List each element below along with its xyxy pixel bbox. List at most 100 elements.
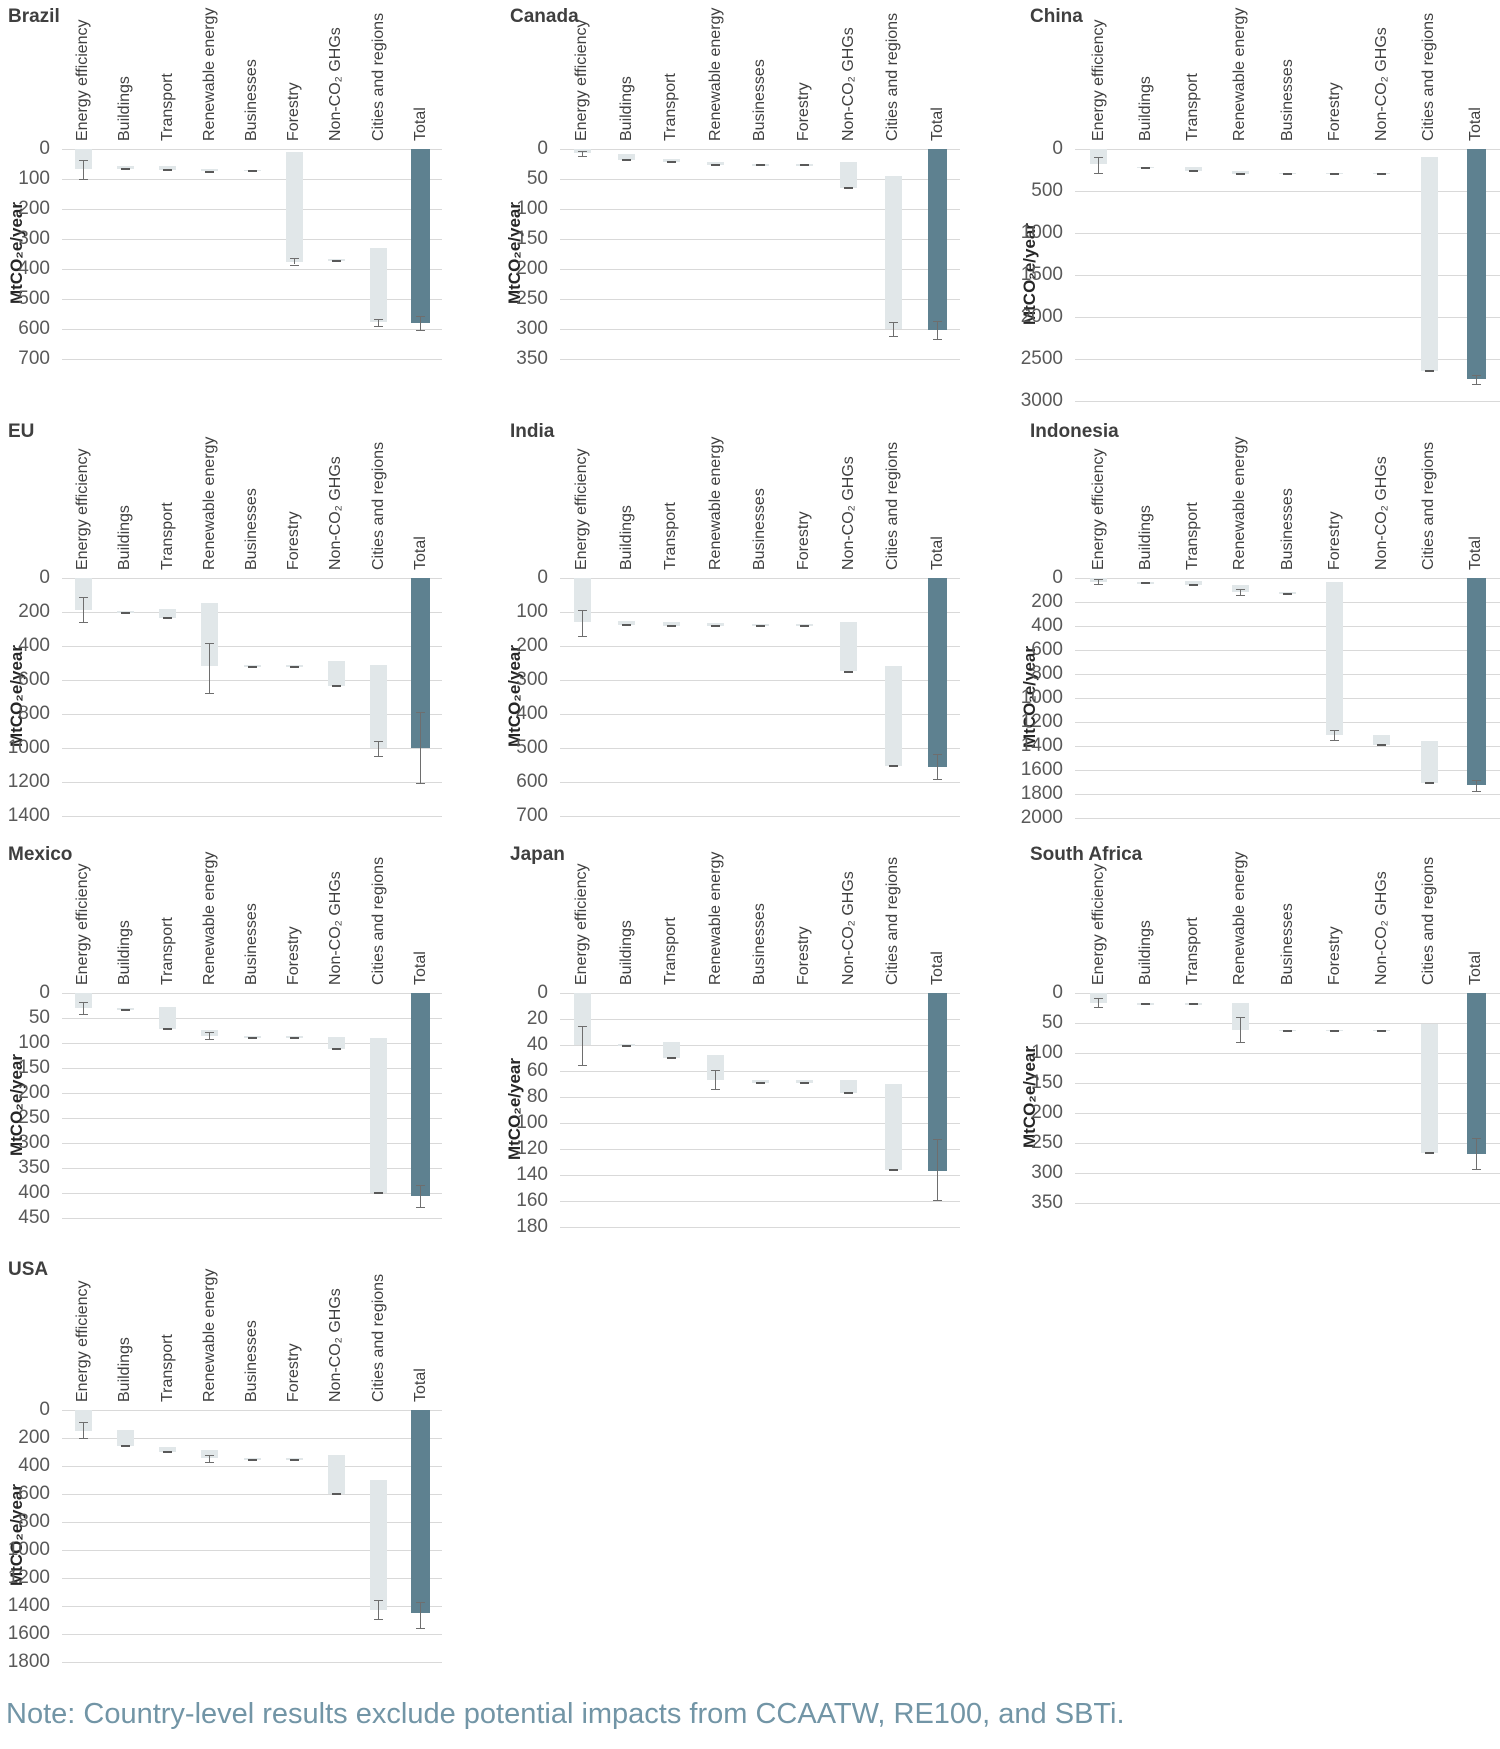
range-marker — [799, 1081, 809, 1084]
gridline — [62, 1522, 442, 1523]
category-label: Buildings — [617, 505, 635, 570]
range-marker — [622, 1045, 632, 1048]
bar-transport — [159, 166, 177, 170]
plot-area — [1075, 149, 1500, 403]
gridline — [1075, 722, 1500, 723]
category-label: Cities and regions — [884, 856, 902, 985]
y-tick-label: 800 — [18, 1511, 50, 1532]
y-tick-label: 400 — [18, 1182, 50, 1203]
category-label: Transport — [1184, 502, 1202, 570]
category-label: Cities and regions — [1420, 856, 1438, 985]
chart-title: EU — [8, 421, 35, 442]
bar-total — [928, 578, 948, 767]
y-tick-label: 100 — [18, 1032, 50, 1053]
category-label: Energy efficiency — [1089, 863, 1107, 985]
range-marker — [289, 1037, 299, 1039]
error-bar-cap — [1471, 1137, 1481, 1139]
range-marker — [247, 170, 257, 173]
y-axis-label: MtCO₂e/year — [505, 644, 524, 748]
gridline — [62, 179, 442, 180]
y-tick-label: 0 — [39, 567, 50, 588]
range-marker — [120, 1009, 130, 1011]
chart-mexico: Mexico MtCO₂e/year 0 50 100 150 200 250 300 350 40… — [0, 843, 450, 1248]
category-label: Renewable energy — [200, 7, 218, 141]
bar-businesses — [243, 665, 261, 668]
category-label: Total — [1467, 107, 1485, 141]
bar-renewable-energy — [201, 1450, 219, 1459]
plot-area — [62, 1410, 442, 1664]
category-label: Non-CO₂ GHGs — [327, 27, 345, 141]
gridline — [62, 1193, 442, 1194]
range-marker — [755, 164, 765, 167]
bar-total — [928, 993, 948, 1172]
category-label: Buildings — [116, 1337, 134, 1402]
y-tick-label: 1400 — [7, 1595, 50, 1616]
error-bar — [1098, 579, 1100, 584]
range-marker — [205, 170, 215, 173]
bar-cities-and-regions — [370, 664, 388, 748]
category-label: Transport — [158, 73, 176, 141]
error-bar-cap — [933, 1199, 943, 1201]
range-marker — [120, 1445, 130, 1448]
gridline — [560, 179, 960, 180]
category-label: Transport — [1184, 73, 1202, 141]
gridline — [62, 1168, 442, 1169]
y-tick-label: 1000 — [1020, 222, 1063, 243]
bar-forestry — [795, 623, 813, 627]
error-bar — [937, 1138, 939, 1200]
y-tick-label: 0 — [537, 138, 548, 159]
bar-cities-and-regions — [884, 1084, 902, 1170]
range-marker — [331, 1493, 341, 1495]
gridline — [62, 612, 442, 613]
range-marker — [844, 187, 854, 189]
gridline — [1075, 1053, 1500, 1054]
bar-buildings — [618, 153, 636, 160]
plot-area — [1075, 993, 1500, 1205]
y-tick-label: 2500 — [1020, 348, 1063, 369]
range-marker — [163, 1450, 173, 1453]
y-tick-label: 100 — [18, 168, 50, 189]
gridline — [62, 1093, 442, 1094]
range-marker — [1141, 582, 1151, 585]
error-bar — [209, 642, 211, 693]
y-tick-label: 0 — [537, 982, 548, 1003]
category-label: Renewable energy — [200, 1268, 218, 1402]
chart-indonesia: Indonesia MtCO₂e/year 0 200 400 600 800 1000 120… — [920, 420, 1500, 848]
category-label: Non-CO₂ GHGs — [327, 1288, 345, 1402]
error-bar-cap — [1094, 579, 1104, 581]
gridline — [62, 748, 442, 749]
range-marker — [1188, 584, 1198, 587]
gridline — [1075, 674, 1500, 675]
category-label: Renewable energy — [706, 7, 724, 141]
gridline — [62, 646, 442, 647]
range-marker — [1235, 173, 1245, 176]
gridline — [1075, 1083, 1500, 1084]
gridline — [560, 209, 960, 210]
error-bar — [1239, 588, 1241, 595]
chart-title: USA — [8, 1259, 49, 1280]
category-label: Cities and regions — [369, 12, 387, 141]
plot-area — [62, 578, 442, 818]
bar-non-co-ghgs — [327, 1454, 345, 1494]
y-tick-label: 2000 — [1020, 807, 1063, 828]
error-bar-cap — [416, 1207, 426, 1208]
gridline — [1075, 602, 1500, 603]
category-label: Non-CO₂ GHGs — [839, 456, 857, 570]
plot-area — [560, 149, 960, 361]
bar-total — [411, 1410, 431, 1613]
category-label: Businesses — [1278, 488, 1296, 570]
gridline — [560, 1227, 960, 1228]
error-bar — [82, 1422, 84, 1438]
gridline — [62, 299, 442, 300]
category-label: Forestry — [795, 926, 813, 985]
y-tick-label: 350 — [516, 348, 548, 369]
y-tick-label: 1400 — [7, 805, 50, 826]
gridline — [62, 1410, 442, 1411]
error-bar-cap — [1094, 583, 1104, 585]
chart-india: India MtCO₂e/year 0 100 200 300 400 500 600 700 En… — [455, 420, 960, 846]
range-marker — [247, 1037, 257, 1039]
error-bar-cap — [933, 779, 943, 781]
gridline — [62, 1218, 442, 1219]
error-bar — [378, 1600, 380, 1619]
error-bar-cap — [416, 782, 426, 784]
